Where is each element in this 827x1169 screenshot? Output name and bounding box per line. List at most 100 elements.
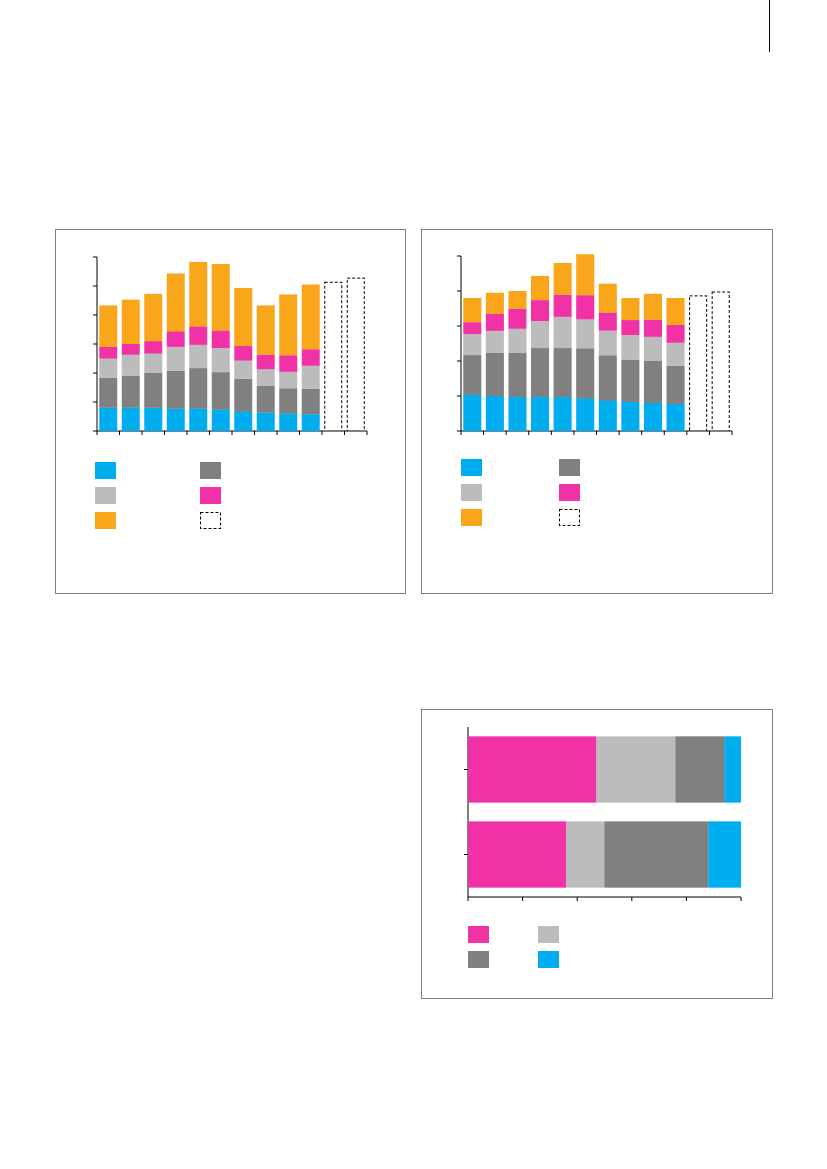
bar-segment-magenta [463, 322, 482, 335]
bar-segment-magenta [553, 294, 572, 317]
bar-segment-magenta [99, 346, 118, 359]
legend-swatch-orange [95, 512, 116, 529]
bar-segment-dark_gray [666, 365, 685, 405]
bar-segment-dark_gray [234, 378, 253, 412]
bar-segment-orange [598, 283, 617, 313]
bar-segment-orange [643, 293, 662, 320]
bar-segment-light_gray [553, 316, 572, 349]
bar-segment-magenta [468, 821, 567, 888]
bar-segment-magenta [598, 312, 617, 331]
bar-segment-blue [621, 401, 640, 431]
bar-segment-magenta [621, 320, 640, 336]
legend-swatch-light_gray [95, 487, 116, 504]
stacked-bar-chart-right [457, 254, 733, 526]
bar-segment-light_gray [99, 358, 118, 378]
bar-segment-light_gray [531, 321, 550, 349]
bar-segment-dark_gray [121, 375, 140, 408]
bar-segment-blue [301, 414, 320, 431]
legend-swatch-dark_gray [468, 951, 489, 968]
bar-segment-orange [256, 305, 275, 355]
legend-swatch-orange [461, 509, 482, 526]
bar-segment-orange [531, 275, 550, 301]
bar-segment-blue [643, 403, 662, 431]
bar-segment-blue [463, 394, 482, 431]
estimate-bar-outline [689, 295, 708, 432]
bar-segment-light_gray [463, 334, 482, 356]
chart-panel-left [55, 229, 406, 594]
bar-segment-dark_gray [279, 388, 298, 414]
bar-segment-magenta [508, 308, 527, 329]
bar-segment-light_gray [508, 328, 527, 353]
bar-segment-orange [621, 298, 640, 321]
bar-segment-dark_gray [99, 377, 118, 408]
bar-segment-magenta [531, 300, 550, 322]
chart-panel-horizontal [421, 709, 773, 999]
bar-segment-dark_gray [643, 361, 662, 403]
bar-segment-orange [99, 305, 118, 347]
bar-segment-dark_gray [598, 355, 617, 401]
bar-segment-blue [531, 397, 550, 431]
bar-segment-light_gray [279, 371, 298, 389]
bar-segment-dark_gray [621, 359, 640, 402]
bar-segment-dark_gray [256, 385, 275, 413]
bar-segment-dark_gray [301, 388, 320, 415]
stacked-bar-chart-left [93, 256, 368, 529]
bar-segment-light_gray [598, 330, 617, 356]
bar-segment-orange [301, 284, 320, 350]
bar-segment-magenta [166, 331, 185, 347]
legend-swatch-blue [538, 951, 559, 968]
bar-segment-blue [189, 408, 208, 431]
bar-segment-blue [166, 408, 185, 431]
bar-segment-blue [234, 411, 253, 431]
bar-segment-blue [485, 396, 504, 431]
legend-swatch-magenta [559, 484, 580, 501]
bar-segment-dark_gray [675, 736, 725, 803]
bar-segment-light_gray [621, 335, 640, 360]
legend-swatch-dark_gray [200, 462, 221, 479]
bar-segment-orange [508, 291, 527, 309]
legend-swatch-blue [95, 462, 116, 479]
bar-segment-light_gray [485, 330, 504, 353]
bar-segment-dark_gray [485, 352, 504, 396]
bar-segment-orange [553, 263, 572, 295]
bar-segment-light_gray [566, 821, 605, 888]
legend-swatch-light_gray [461, 484, 482, 501]
bar-segment-blue [256, 412, 275, 431]
bar-segment-orange [211, 263, 230, 331]
bar-segment-dark_gray [531, 348, 550, 398]
bar-segment-orange [485, 292, 504, 314]
bar-segment-dark_gray [211, 372, 230, 410]
bar-segment-orange [463, 298, 482, 323]
bar-segment-magenta [643, 319, 662, 337]
bar-segment-dark_gray [576, 348, 595, 399]
bar-segment-orange [234, 288, 253, 347]
bar-segment-dark_gray [144, 373, 163, 408]
bar-segment-dark_gray [553, 348, 572, 398]
legend-swatch-estimate [200, 512, 221, 529]
bar-segment-blue [144, 407, 163, 431]
bar-segment-orange [166, 273, 185, 332]
bar-segment-magenta [301, 349, 320, 366]
bar-segment-orange [279, 294, 298, 356]
bar-segment-magenta [189, 326, 208, 345]
bar-segment-blue [121, 407, 140, 431]
bar-segment-light_gray [256, 369, 275, 386]
bar-segment-dark_gray [604, 821, 709, 888]
bar-segment-magenta [279, 355, 298, 372]
bar-segment-blue [724, 736, 741, 803]
bar-segment-light_gray [301, 365, 320, 389]
bar-segment-light_gray [121, 354, 140, 376]
bar-segment-blue [666, 404, 685, 431]
bar-segment-magenta [576, 295, 595, 320]
bar-segment-blue [553, 397, 572, 431]
bar-segment-orange [121, 299, 140, 344]
bar-segment-blue [99, 407, 118, 431]
bar-segment-magenta [256, 354, 275, 370]
bar-segment-magenta [468, 736, 597, 803]
bar-segment-light_gray [211, 348, 230, 373]
legend-swatch-light_gray [538, 926, 559, 943]
bar-segment-blue [211, 409, 230, 431]
legend-swatch-estimate [559, 509, 580, 526]
legend-swatch-dark_gray [559, 459, 580, 476]
page-edge-rule [769, 0, 770, 52]
